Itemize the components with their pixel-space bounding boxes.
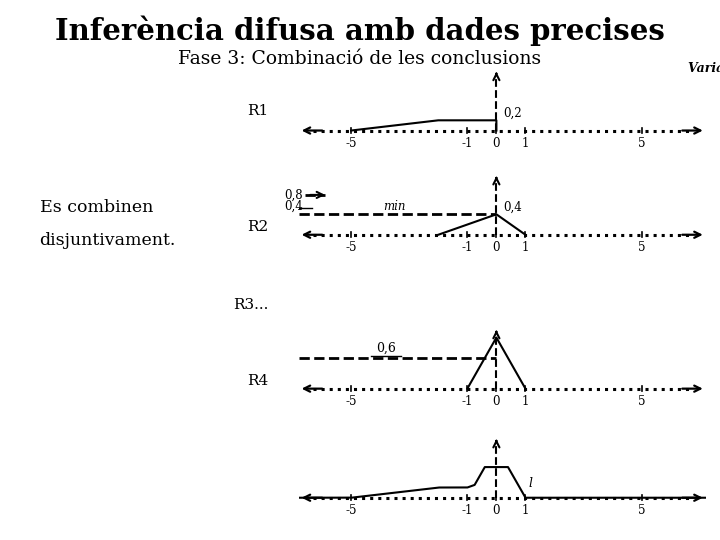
Text: -5: -5 [346, 395, 357, 408]
Text: 1: 1 [522, 241, 529, 254]
Text: -1: -1 [462, 504, 473, 517]
Text: 0,2: 0,2 [503, 107, 521, 120]
Text: 5: 5 [638, 137, 645, 150]
Text: R3...: R3... [233, 298, 269, 312]
Text: 0: 0 [492, 504, 500, 517]
Text: -1: -1 [462, 395, 473, 408]
Text: 0,4: 0,4 [284, 200, 303, 213]
Text: Variable de Control: Variable de Control [688, 62, 720, 75]
Text: -1: -1 [462, 137, 473, 150]
Text: 0,4: 0,4 [503, 201, 521, 214]
Text: R4: R4 [247, 374, 269, 388]
Text: Es combinen: Es combinen [40, 199, 153, 217]
Text: 1: 1 [522, 137, 529, 150]
Text: 0,6: 0,6 [376, 341, 396, 354]
Text: Fase 3: Combinació de les conclusions: Fase 3: Combinació de les conclusions [179, 50, 541, 68]
Text: 0: 0 [492, 241, 500, 254]
Text: 5: 5 [638, 504, 645, 517]
Text: 5: 5 [638, 241, 645, 254]
Text: l: l [528, 477, 532, 490]
Text: Inferència difusa amb dades precises: Inferència difusa amb dades precises [55, 15, 665, 45]
Text: 1: 1 [522, 395, 529, 408]
Text: -1: -1 [462, 241, 473, 254]
Text: 0,8: 0,8 [284, 188, 303, 201]
Text: 1: 1 [522, 504, 529, 517]
Text: R2: R2 [247, 220, 269, 234]
Text: -5: -5 [346, 504, 357, 517]
Text: 0: 0 [492, 395, 500, 408]
Text: disjuntivament.: disjuntivament. [40, 232, 176, 249]
Text: -5: -5 [346, 241, 357, 254]
Text: R1: R1 [247, 104, 269, 118]
Text: -5: -5 [346, 137, 357, 150]
Text: min: min [384, 200, 406, 213]
Text: 0: 0 [492, 137, 500, 150]
Text: 5: 5 [638, 395, 645, 408]
